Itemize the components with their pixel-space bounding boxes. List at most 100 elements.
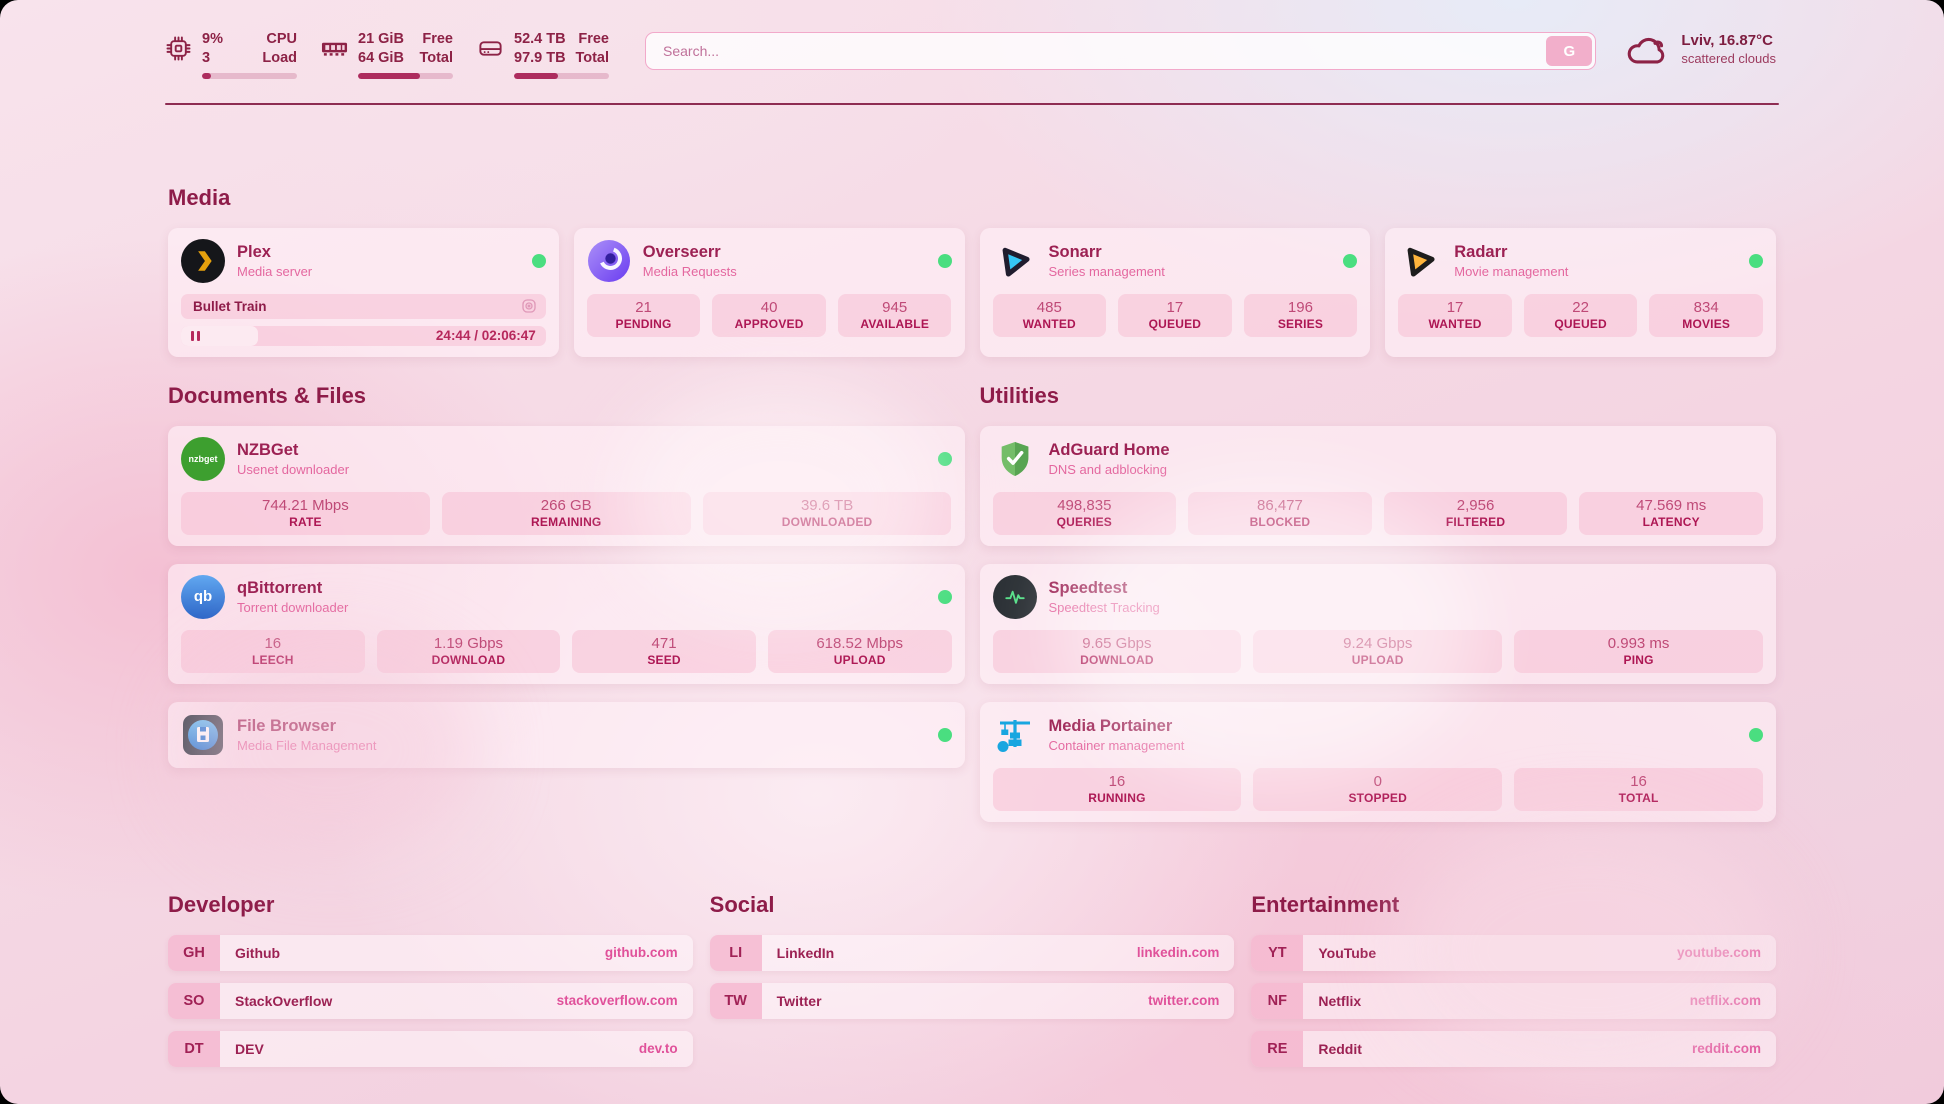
section-title-documents: Documents & Files (168, 382, 367, 408)
service-subtitle: Usenet downloader (237, 461, 350, 477)
bookmark-abbr: GH (168, 934, 220, 971)
top-bar: 9% 3 CPU Load (165, 30, 1776, 79)
section-social: Social LI LinkedIn linkedin.com TW Twitt… (709, 892, 1235, 1079)
stat-tile: 471 SEED (572, 629, 756, 673)
service-subtitle: Speedtest Tracking (1048, 599, 1160, 615)
bookmark-name: DEV (235, 1040, 264, 1057)
radarr-icon (1398, 239, 1442, 283)
bookmark-dev[interactable]: DT DEV dev.to (168, 1030, 693, 1067)
bookmark-stackoverflow[interactable]: SO StackOverflow stackoverflow.com (168, 982, 693, 1019)
now-playing-row: Bullet Train (181, 293, 546, 319)
service-title: Overseerr (642, 242, 721, 261)
status-dot (937, 253, 952, 268)
stat-tile: 21 PENDING (586, 293, 701, 337)
stat-tile: 945 AVAILABLE (837, 293, 952, 337)
section-title-entertainment: Entertainment (1251, 891, 1400, 917)
stat-tile: 22 QUEUED (1523, 293, 1638, 337)
memory-icon (321, 43, 348, 56)
section-utilities: Utilities AdGuard Home DNS and adblockin… (979, 382, 1776, 840)
disk-free-label: Free (578, 31, 609, 47)
cpu-load-value: 3 (202, 49, 211, 66)
background-blossom (620, 380, 940, 620)
status-dot (937, 727, 952, 742)
bookmark-abbr: DT (168, 1030, 220, 1067)
stat-tile: 196 SERIES (1243, 293, 1358, 337)
stat-tile: 0 STOPPED (1253, 767, 1503, 811)
section-developer: Developer GH Github github.com SO StackO… (168, 892, 693, 1079)
memory-progress-bar (358, 72, 453, 79)
service-title: Speedtest (1048, 578, 1128, 597)
background-blossom (1060, 480, 1480, 780)
service-title: Media Portainer (1048, 716, 1173, 735)
disk-progress-bar (514, 72, 609, 79)
bookmark-name: Netflix (1318, 992, 1362, 1009)
service-title: Plex (237, 242, 271, 261)
status-dot (937, 451, 952, 466)
stat-tile: 16 RUNNING (992, 767, 1242, 811)
topbar-divider (165, 102, 1779, 105)
service-title: AdGuard Home (1048, 440, 1170, 459)
weather-widget[interactable]: Lviv, 16.87°C scattered clouds (1626, 32, 1776, 66)
memory-free-label: Free (422, 31, 453, 47)
disk-total-value: 97.9 TB (514, 49, 566, 66)
service-card-sonarr[interactable]: Sonarr Series management 485 WANTED 17 Q… (979, 227, 1371, 357)
cpu-stat: 9% 3 CPU Load (165, 30, 297, 79)
disk-icon (479, 41, 502, 56)
memory-total-value: 64 GiB (358, 49, 404, 66)
status-dot (531, 253, 546, 268)
disk-progress-fill (514, 72, 558, 79)
bookmark-abbr: RE (1251, 1030, 1304, 1067)
memory-stat: 21 GiB 64 GiB Free Total (321, 30, 453, 79)
service-subtitle: Container management (1048, 737, 1185, 753)
disk-stat: 52.4 TB 97.9 TB Free Total (477, 30, 609, 79)
pause-icon[interactable] (191, 330, 200, 341)
stat-tile: 498,835 QUERIES (992, 491, 1177, 535)
bookmark-linkedin[interactable]: LI LinkedIn linkedin.com (709, 934, 1235, 971)
memory-total-label: Total (419, 49, 453, 66)
bookmark-name: Twitter (776, 992, 822, 1009)
memory-progress-fill (358, 72, 420, 79)
bookmark-name: Reddit (1318, 1040, 1362, 1057)
stat-tile: 485 WANTED (992, 293, 1107, 337)
cpu-label: CPU (266, 31, 297, 47)
stat-tile: 834 MOVIES (1649, 293, 1763, 337)
service-card-radarr[interactable]: Radarr Movie management 17 WANTED 22 QUE… (1385, 227, 1776, 357)
service-card-adguard[interactable]: AdGuard Home DNS and adblocking 498,835 … (979, 425, 1776, 546)
stat-tile: 17 QUEUED (1118, 293, 1232, 337)
stat-tile: 86,477 BLOCKED (1188, 491, 1372, 535)
service-subtitle: DNS and adblocking (1048, 461, 1168, 477)
sonarr-icon (993, 239, 1037, 283)
stat-tile: 16 TOTAL (1514, 767, 1763, 811)
service-card-plex[interactable]: Plex Media server Bullet Train (168, 227, 559, 357)
bookmark-abbr: SO (168, 982, 220, 1019)
bookmark-abbr: YT (1251, 934, 1304, 971)
playback-time: 24:44 / 02:06:47 (435, 328, 536, 344)
stat-tile: 17 WANTED (1398, 293, 1512, 337)
bookmark-abbr: LI (709, 934, 762, 971)
overseerr-icon (587, 239, 631, 283)
bookmark-url: linkedin.com (1136, 945, 1220, 961)
cpu-progress-bar (202, 72, 297, 79)
background-blossom (1400, 820, 1780, 1080)
search-engine-button[interactable]: G (1546, 36, 1593, 66)
status-dot (937, 589, 952, 604)
qbittorrent-icon: qb (181, 574, 225, 619)
now-playing-title: Bullet Train (193, 298, 267, 314)
section-title-utilities: Utilities (979, 382, 1059, 408)
stat-tile: 40 APPROVED (712, 293, 826, 337)
bookmark-twitter[interactable]: TW Twitter twitter.com (709, 982, 1235, 1019)
memory-free-value: 21 GiB (358, 31, 404, 47)
service-card-overseerr[interactable]: Overseerr Media Requests 21 PENDING 40 A… (573, 227, 965, 357)
disk-total-label: Total (575, 49, 609, 66)
search-input[interactable] (649, 36, 1547, 66)
service-subtitle: Torrent downloader (237, 599, 349, 615)
stat-tile: 0.993 ms PING (1514, 629, 1763, 673)
service-title: Radarr (1454, 242, 1508, 261)
nzbget-icon: nzbget (181, 436, 225, 481)
cpu-icon (166, 36, 191, 61)
bookmark-github[interactable]: GH Github github.com (168, 934, 693, 971)
service-card-speedtest[interactable]: Speedtest Speedtest Tracking 9.65 Gbps D… (979, 563, 1776, 684)
service-card-portainer[interactable]: Media Portainer Container management 16 … (979, 701, 1776, 822)
status-dot (1749, 253, 1763, 268)
bookmark-url: twitter.com (1148, 993, 1220, 1009)
